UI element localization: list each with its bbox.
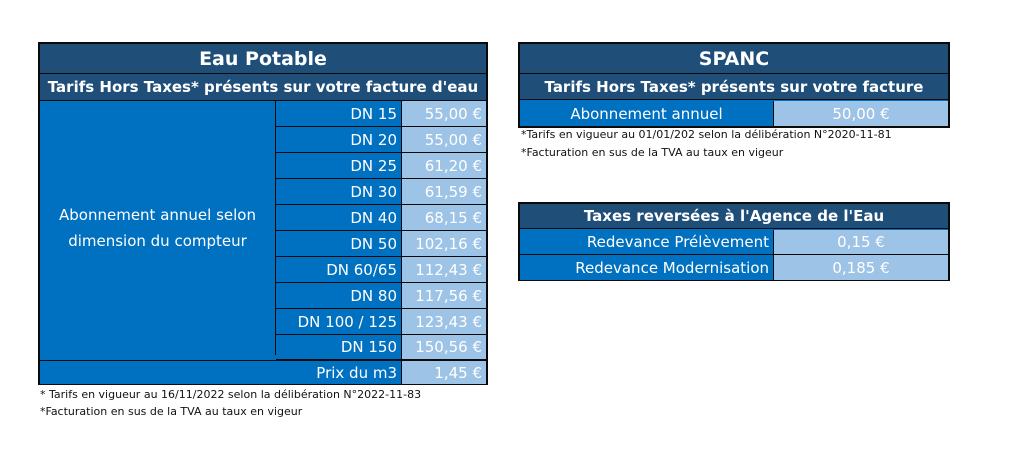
dn-label: DN 100 / 125 (276, 309, 402, 335)
dn-value: 61,20 € (402, 153, 486, 179)
spanc-note-2: *Facturation en sus de la TVA au taux en… (521, 146, 784, 159)
dn-value: 112,43 € (402, 257, 486, 283)
dn-label: DN 60/65 (276, 257, 402, 283)
dn-label: DN 80 (276, 283, 402, 309)
prix-m3-value: 1,45 € (402, 360, 486, 384)
eau-potable-table: Eau Potable Tarifs Hors Taxes* présents … (38, 42, 488, 385)
dn-label: DN 150 (276, 335, 402, 360)
eau-potable-title: Eau Potable (40, 44, 486, 74)
tax-label: Redevance Prélèvement (520, 230, 774, 255)
spanc-subtitle: Tarifs Hors Taxes* présents sur votre fa… (520, 74, 948, 100)
taxes-title: Taxes reversées à l'Agence de l'Eau (520, 204, 948, 229)
spanc-table: SPANC Tarifs Hors Taxes* présents sur vo… (518, 42, 950, 128)
dn-label: DN 50 (276, 231, 402, 257)
eau-potable-subtitle: Tarifs Hors Taxes* présents sur votre fa… (40, 74, 486, 101)
spanc-title: SPANC (520, 44, 948, 74)
eau-potable-note-1: * Tarifs en vigueur au 16/11/2022 selon … (40, 388, 422, 401)
dn-value: 123,43 € (402, 309, 486, 335)
dn-label: DN 30 (276, 179, 402, 205)
tax-value: 0,185 € (774, 255, 948, 280)
spanc-note-1: *Tarifs en vigueur au 01/01/202 selon la… (521, 128, 892, 141)
spanc-abonnement-value: 50,00 € (774, 101, 948, 126)
dn-value: 150,56 € (402, 335, 486, 360)
dn-value: 68,15 € (402, 205, 486, 231)
dn-value: 102,16 € (402, 231, 486, 257)
tax-value: 0,15 € (774, 230, 948, 255)
dn-label: DN 40 (276, 205, 402, 231)
dn-label: DN 15 (276, 101, 402, 127)
dn-label: DN 20 (276, 127, 402, 153)
abonnement-label: Abonnement annuel selon dimension du com… (40, 101, 276, 355)
dn-value: 61,59 € (402, 179, 486, 205)
dn-value: 55,00 € (402, 127, 486, 153)
dn-value: 117,56 € (402, 283, 486, 309)
dn-value: 55,00 € (402, 101, 486, 127)
taxes-table: Taxes reversées à l'Agence de l'Eau Rede… (518, 202, 950, 281)
prix-m3-label: Prix du m3 (40, 360, 402, 384)
spanc-abonnement-label: Abonnement annuel (520, 101, 774, 126)
tax-label: Redevance Modernisation (520, 255, 774, 280)
dn-label: DN 25 (276, 153, 402, 179)
eau-potable-note-2: *Facturation en sus de la TVA au taux en… (40, 405, 303, 418)
